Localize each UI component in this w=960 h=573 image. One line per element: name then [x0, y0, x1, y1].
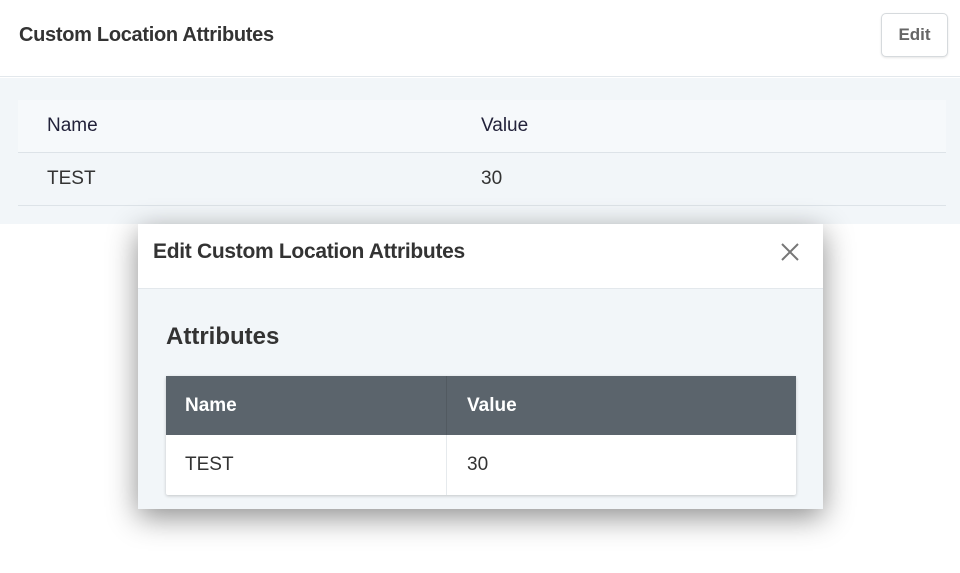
close-icon[interactable] — [778, 240, 802, 264]
column-header-value: Value — [467, 394, 517, 416]
cell-value: 30 — [481, 168, 503, 189]
edit-button[interactable]: Edit — [881, 13, 948, 57]
table-row: TEST 30 — [18, 153, 946, 206]
column-header-name: Name — [166, 376, 447, 435]
cell-name[interactable]: TEST — [166, 435, 447, 495]
section-title: Custom Location Attributes — [19, 24, 274, 46]
attributes-table: Name Value TEST 30 — [18, 100, 946, 206]
attributes-panel: Name Value TEST 30 — [0, 78, 960, 224]
section-header: Custom Location Attributes Edit — [0, 0, 960, 77]
modal-header: Edit Custom Location Attributes — [138, 224, 823, 289]
modal-title: Edit Custom Location Attributes — [153, 240, 465, 263]
cell-value[interactable]: 30 — [467, 454, 489, 475]
table-row: TEST 30 — [166, 435, 796, 495]
column-header-name: Name — [47, 115, 98, 136]
cell-name: TEST — [47, 168, 96, 189]
column-header-value: Value — [481, 115, 529, 136]
table-header: Name Value — [166, 376, 796, 435]
section-title: Attributes — [166, 323, 280, 350]
table-header: Name Value — [18, 100, 946, 153]
edit-modal: Edit Custom Location Attributes Attribut… — [138, 224, 823, 509]
modal-attributes-table: Name Value TEST 30 — [166, 376, 796, 495]
